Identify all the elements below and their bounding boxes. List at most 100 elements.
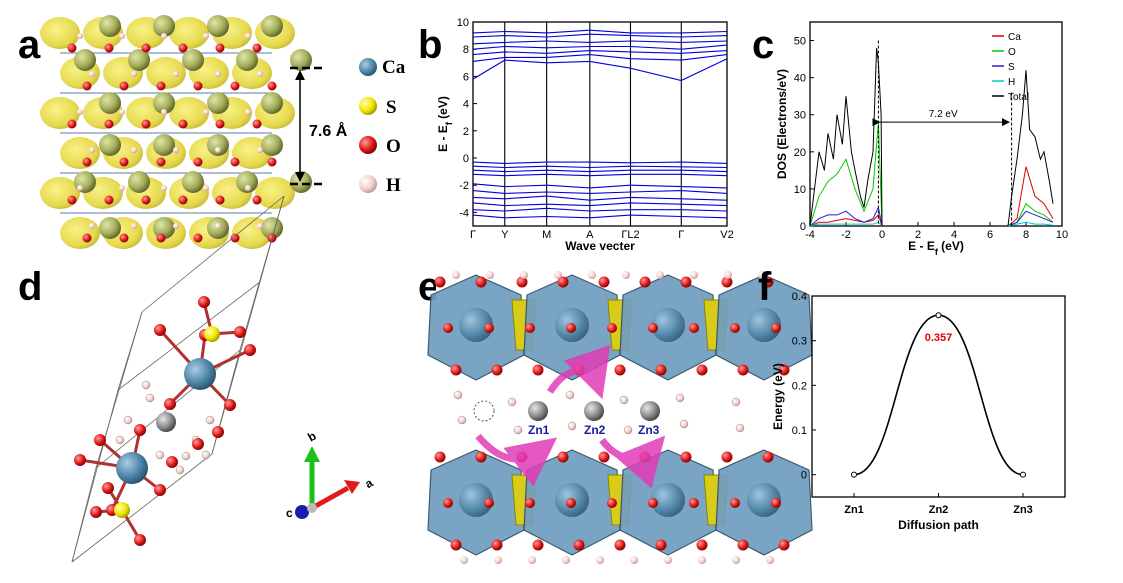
o-atom [104,43,114,53]
x-axis-label: Wave vecter [565,239,635,253]
h-atom [131,71,137,77]
o-atom [244,344,256,356]
o-atom [166,456,178,468]
plot-frame [811,295,1066,498]
h-atom [175,465,185,475]
h-atom [513,425,523,435]
x-axis-label-main: E - E [908,239,935,253]
isosurface-lobe [169,17,209,49]
zn-atom [156,412,176,432]
h-atom [77,109,83,115]
h-atom [257,147,263,153]
h-atom [123,415,133,425]
band-line [472,202,728,207]
h-atom [622,271,630,279]
h-atom [623,425,633,435]
band-line [472,44,728,50]
o-atom [82,81,92,91]
o-atom [67,119,77,129]
o-atom [193,81,203,91]
isosurface-lobe [60,217,100,249]
y-tick-label: 6 [463,71,469,83]
isosurface-lobe [40,177,80,209]
panel-a: a 7.6 Å Ca S O H [18,15,406,249]
o-atom [104,195,114,205]
h-atom [588,271,596,279]
o-atom [730,323,740,333]
y-tick-label: 10 [794,184,806,196]
h-atom [77,185,83,191]
y-axis-label: Energy (eV) [771,363,785,430]
h-atom [245,33,251,39]
o-atom [192,438,204,450]
y-tick-label: 40 [794,73,806,85]
isosurface-lobe [255,177,295,209]
y-axis-label-main: E - E [436,125,450,152]
cell-edge [71,467,97,563]
legend-h-label: H [386,175,401,196]
h-atom [664,556,672,564]
o-atom [67,195,77,205]
unit-cell-structure [71,195,285,563]
o-atom [224,399,236,411]
y-axis-label-sub: f [444,121,454,125]
o-atom [614,364,626,376]
x-axis-label-unit: (eV) [938,239,964,253]
o-atom [443,323,453,333]
legend-o-ball [359,136,377,154]
o-atom [134,534,146,546]
o-atom [778,364,790,376]
o-atom [484,323,494,333]
ca-atom [99,15,121,37]
y-tick-label: 0.2 [792,380,807,392]
o-atom [164,398,176,410]
h-atom [453,390,463,400]
o-atom [689,498,699,508]
ca-atom [459,483,493,517]
o-atom [491,539,503,551]
h-atom [161,185,167,191]
x-tick-label: 0 [879,229,885,241]
o-atom [525,498,535,508]
h-atom [698,556,706,564]
y-tick-label: 2 [463,126,469,138]
zn2-label: Zn2 [584,423,606,437]
o-atom [119,157,129,167]
ca-atom [153,217,175,239]
ca-atom [128,49,150,71]
zn-atom [584,401,604,421]
h-atom [758,271,766,279]
o-atom [557,451,569,463]
h-atom [161,109,167,115]
o-atom [234,326,246,338]
dos-series-h [809,221,1054,227]
x-tick-label: Zn1 [844,504,864,516]
h-atom [766,556,774,564]
o-atom [193,157,203,167]
o-atom [598,276,610,288]
ca-atom [207,92,229,114]
o-atom [566,323,576,333]
h-atom [89,71,95,77]
h-atom [619,395,629,405]
h-atom [203,185,209,191]
ca-atom [290,171,312,193]
axis-c-label: c [286,506,293,520]
y-axis-label: E - Ef (eV) [436,96,454,152]
o-atom [154,484,166,496]
h-atom [173,223,179,229]
o-atom [215,119,225,129]
x-tick-label: 4 [951,229,957,241]
panel-label-d: d [18,265,42,309]
element-legend: Ca S O H [359,57,406,196]
o-atom [102,482,114,494]
vacancy-site [473,400,495,422]
h-atom [215,147,221,153]
ca-atom [261,217,283,239]
ca-atom [153,15,175,37]
cell-edge [71,453,213,563]
x-tick-label: 8 [1023,229,1029,241]
ca-atom [207,134,229,156]
o-atom [614,539,626,551]
